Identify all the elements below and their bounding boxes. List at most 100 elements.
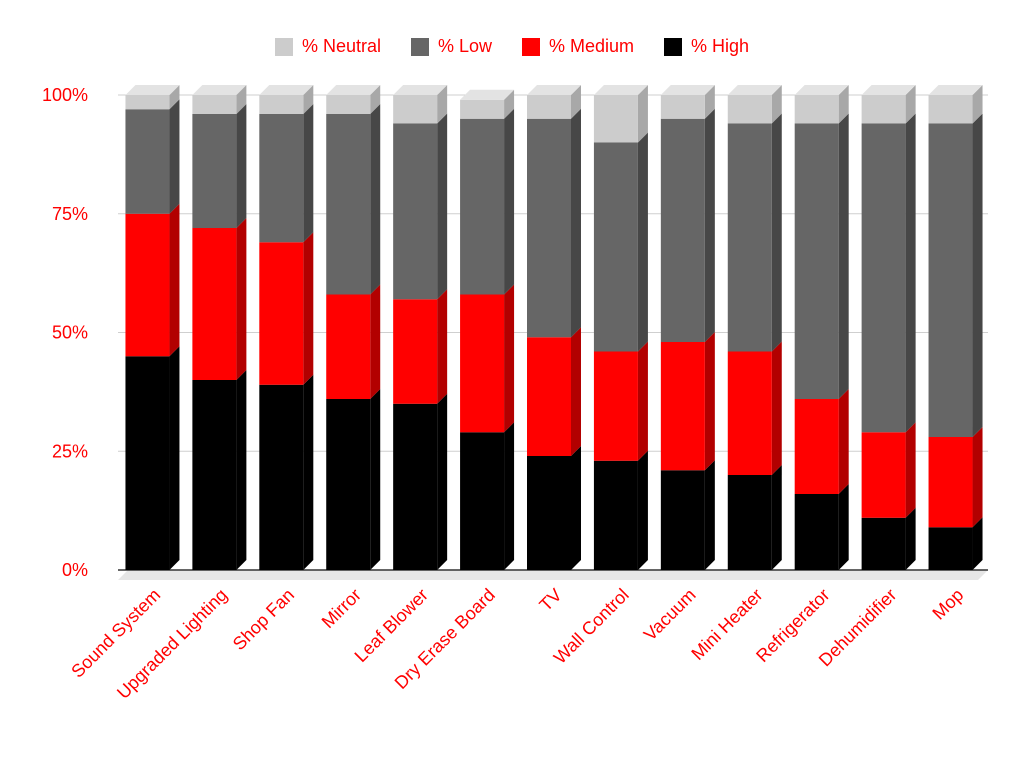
bar-side-high	[637, 450, 648, 570]
legend-swatch	[274, 37, 293, 56]
bar-low	[527, 118, 571, 338]
bar-side-high	[236, 370, 247, 570]
bar-medium	[192, 228, 237, 380]
bar-low	[326, 114, 371, 295]
bar-neutral	[794, 95, 839, 124]
bar-side-medium	[637, 341, 648, 461]
bar-top	[660, 85, 715, 95]
bar-side-medium	[771, 341, 782, 475]
y-tick-label: 0%	[62, 560, 88, 580]
bar-side-low	[370, 104, 381, 295]
bar-side-high	[370, 389, 381, 570]
bar-side-neutral	[838, 85, 849, 124]
x-tick-label: TV	[535, 585, 565, 615]
bar-medium	[527, 337, 571, 456]
bar-neutral	[393, 95, 438, 124]
bar-side-neutral	[905, 85, 916, 124]
bar-top	[259, 85, 314, 95]
bar-side-low	[838, 113, 849, 399]
x-tick-label: Vacuum	[640, 585, 700, 645]
bar-side-low	[236, 104, 247, 228]
legend-item-high: % High	[664, 36, 749, 57]
bar-high	[727, 475, 772, 570]
bar-top	[192, 85, 247, 95]
bar-side-low	[437, 113, 448, 300]
bar-side-neutral	[637, 85, 648, 143]
bar-side-medium	[972, 427, 983, 528]
bar-side-neutral	[437, 85, 448, 124]
bar-top	[393, 85, 448, 95]
bar-side-neutral	[972, 85, 983, 124]
bar-side-high	[838, 484, 849, 570]
bar-low	[125, 109, 170, 214]
bar-high	[928, 527, 973, 570]
bar-side-low	[169, 99, 180, 214]
legend-item-neutral: % Neutral	[274, 36, 381, 57]
x-tick-label: Shop Fan	[229, 585, 298, 654]
bar-top	[593, 85, 648, 95]
bar-top	[125, 85, 180, 95]
bar-neutral	[326, 95, 371, 114]
bar-side-low	[637, 132, 648, 352]
y-tick-label: 75%	[52, 204, 88, 224]
bar-neutral	[660, 95, 705, 119]
bar-low	[393, 123, 438, 300]
bar-side-high	[169, 346, 180, 570]
bar-side-high	[437, 393, 448, 570]
bar-side-high	[303, 374, 314, 570]
bar-medium	[928, 437, 973, 528]
bar-low	[794, 123, 839, 399]
bar-medium	[393, 299, 438, 404]
y-tick-label: 25%	[52, 441, 88, 461]
bar-high	[527, 456, 571, 570]
bar-high	[393, 403, 438, 570]
bar-high	[593, 460, 638, 570]
bar-neutral	[527, 95, 571, 119]
bar-top	[861, 85, 916, 95]
bar-side-high	[571, 446, 581, 570]
bar-side-low	[771, 113, 782, 352]
bar-medium	[727, 351, 772, 475]
bar-side-neutral	[169, 85, 180, 110]
y-tick-label: 50%	[52, 323, 88, 343]
bar-high	[259, 384, 304, 570]
bar-low	[660, 118, 705, 342]
bar-side-neutral	[236, 85, 247, 114]
bar-neutral	[259, 95, 304, 114]
bar-neutral	[928, 95, 973, 124]
bar-medium	[660, 342, 705, 471]
bar-low	[259, 114, 304, 243]
legend-label: % Neutral	[301, 36, 381, 56]
legend-label: % Low	[437, 36, 492, 56]
bar-high	[794, 494, 839, 570]
legend: % Neutral % Low % Medium % High	[0, 36, 1024, 57]
bar-medium	[593, 351, 638, 461]
bar-side-medium	[838, 389, 849, 494]
bar-medium	[460, 294, 505, 433]
bar-side-medium	[905, 422, 916, 518]
bar-side-low	[704, 108, 715, 342]
bar-side-neutral	[303, 85, 314, 114]
bar-side-low	[571, 108, 581, 338]
x-tick-label: Mirror	[318, 585, 365, 632]
bar-side-high	[704, 460, 715, 570]
bar-top	[326, 85, 381, 95]
bar-top	[727, 85, 782, 95]
bar-side-medium	[370, 284, 381, 399]
legend-swatch	[664, 37, 683, 56]
bar-medium	[125, 213, 170, 357]
bar-side-low	[972, 113, 983, 437]
bar-neutral	[460, 99, 505, 119]
bar-side-medium	[303, 232, 314, 385]
bar-side-medium	[704, 332, 715, 471]
bar-medium	[326, 294, 371, 399]
chart-floor	[118, 570, 988, 580]
bar-side-neutral	[370, 85, 381, 114]
bar-neutral	[192, 95, 237, 114]
bar-top	[928, 85, 983, 95]
bar-high	[660, 470, 705, 570]
bar-side-medium	[504, 284, 515, 433]
bar-high	[192, 380, 237, 570]
bar-high	[460, 432, 505, 570]
